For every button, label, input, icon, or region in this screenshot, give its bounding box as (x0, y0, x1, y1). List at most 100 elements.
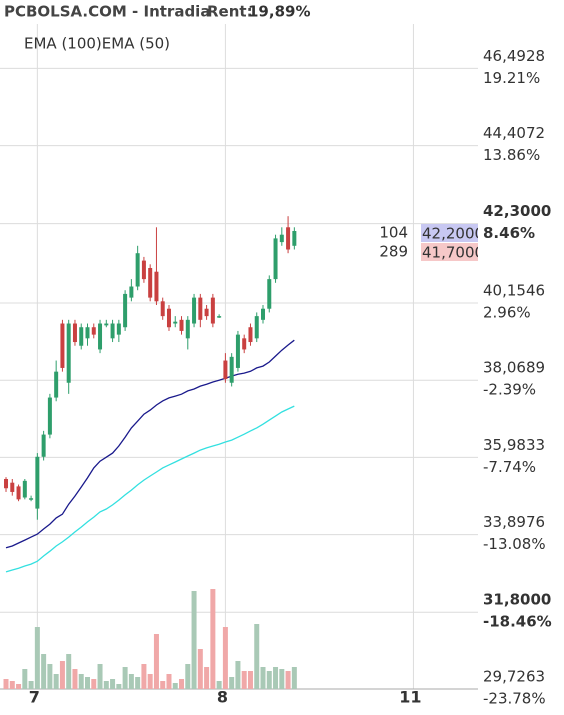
candle-body (166, 308, 171, 328)
candle-body (292, 230, 297, 246)
volume-bar (34, 627, 40, 689)
volume-bar (78, 674, 84, 689)
y-tick-label: 29,7263 (483, 668, 545, 686)
candle-body (248, 327, 253, 343)
candle-body (198, 297, 203, 320)
candle-body (210, 297, 215, 324)
volume-bar (229, 677, 235, 689)
candle-body (223, 360, 228, 380)
volume-bar (97, 664, 103, 689)
candle-body (22, 480, 27, 498)
candle-body (47, 397, 52, 435)
y2-tick-label: -2.39% (483, 381, 536, 399)
volume-bar (204, 667, 210, 689)
volume-bar (172, 683, 178, 689)
candle-body (91, 327, 96, 335)
volume-bar (216, 681, 222, 689)
volume-bar (85, 677, 91, 689)
candle-body (35, 456, 40, 509)
candle-body (110, 323, 115, 339)
volume-bar (210, 589, 216, 689)
y-tick-label: 42,3000 (483, 202, 551, 220)
y-tick-label: 44,4072 (483, 124, 545, 142)
y2-tick-label: -7.74% (483, 458, 536, 476)
y2-tick-label: -23.78% (483, 690, 546, 708)
volume-bar (110, 679, 116, 689)
volume-bar (166, 674, 172, 689)
y-tick-label: 40,1546 (483, 281, 545, 299)
volume-bar (279, 669, 285, 689)
candle-body (135, 253, 140, 287)
volume-bar (191, 591, 197, 689)
volume-bar (66, 654, 72, 689)
x-tick-label: 7 (29, 688, 40, 707)
order-price-bg (421, 243, 478, 261)
volume-bar (59, 661, 65, 689)
legend-entry: EMA (100) (24, 35, 102, 53)
y2-tick-label: 19.21% (483, 69, 540, 87)
x-tick-label: 8 (217, 688, 228, 707)
volume-bar (128, 674, 134, 689)
volume-bar (135, 677, 141, 689)
candle-body (154, 271, 159, 302)
volume-bar (9, 681, 15, 689)
volume-bar (185, 664, 191, 689)
candle-body (116, 323, 121, 335)
volume-bar (103, 681, 109, 689)
candle-body (129, 286, 134, 298)
y-tick-label: 38,0689 (483, 359, 545, 377)
volume-bar (247, 671, 253, 689)
volume-bar (235, 661, 241, 689)
volume-bar (122, 667, 128, 689)
candle-body (79, 327, 84, 346)
volume-bar (28, 681, 34, 689)
candle-body (98, 323, 103, 350)
volume-bar (241, 671, 247, 689)
candle-body (160, 301, 165, 317)
chart-title: PCBOLSA.COM - Intradia (4, 3, 210, 21)
candle-body (148, 268, 153, 298)
order-size: 289 (379, 243, 408, 261)
candle-body (242, 338, 247, 350)
y2-tick-label: 13.86% (483, 146, 540, 164)
volume-bar (22, 669, 28, 689)
volume-bar (266, 671, 272, 689)
candle-body (286, 227, 291, 250)
volume-bar (254, 624, 260, 689)
y-tick-label: 35,9833 (483, 436, 545, 454)
y2-tick-label: 8.46% (483, 224, 535, 242)
volume-bar (285, 671, 291, 689)
volume-bar (141, 664, 147, 689)
candle-body (60, 323, 65, 368)
candle-body (279, 234, 284, 243)
volume-bar (273, 667, 279, 689)
candle-body (229, 356, 234, 383)
volume-bar (147, 674, 153, 689)
candle-body (10, 482, 15, 492)
candle-body (235, 334, 240, 368)
volume-bar (153, 634, 159, 689)
volume-bar (72, 669, 78, 689)
volume-bar (160, 681, 166, 689)
y-tick-label: 33,8976 (483, 513, 545, 531)
ema-line (5, 339, 295, 549)
volume-bar (3, 679, 9, 689)
volume-bar (41, 654, 47, 689)
volume-bar (291, 667, 297, 689)
y-tick-label: 46,4928 (483, 47, 545, 65)
volume-bar (53, 674, 59, 689)
candle-body (267, 279, 272, 309)
x-tick-label: 11 (399, 688, 421, 707)
volume-bar (47, 664, 53, 689)
candle-body (29, 498, 34, 500)
y2-tick-label: 2.96% (483, 303, 531, 321)
rent-label: Rent: (207, 3, 253, 21)
order-size: 104 (379, 224, 408, 242)
candle-body (204, 308, 209, 317)
order-price-bg (421, 224, 478, 242)
candle-body (4, 478, 9, 489)
volume-bar (91, 679, 97, 689)
order-price: 41,7000 (422, 244, 484, 262)
candle-body (104, 323, 109, 326)
candle-body (16, 486, 21, 500)
